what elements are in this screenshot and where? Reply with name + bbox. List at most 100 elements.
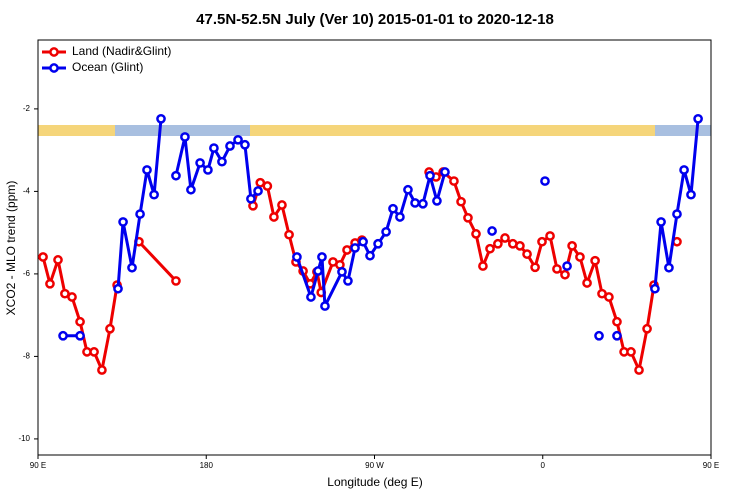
data-point [350,243,360,253]
legend-label: Ocean (Glint) [72,60,143,74]
chart-title: 47.5N-52.5N July (Ver 10) 2015-01-01 to … [196,11,554,28]
legend-label: Land (Nadir&Glint) [72,44,171,58]
series-line [43,172,677,370]
data-point [560,269,570,280]
y-tick-label: -6 [23,269,31,278]
data-point [515,240,525,251]
data-point [337,266,347,277]
data-point [650,283,660,294]
data-point [209,143,219,153]
data-point [313,266,323,276]
data-point [97,365,107,375]
data-point [246,193,256,204]
x-axis-label: Longitude (deg E) [327,475,422,489]
data-point [195,158,205,168]
data-point [403,184,413,195]
data-point [590,255,600,266]
data-point [171,170,181,181]
data-point [449,176,459,186]
data-point [253,186,263,196]
data-point [53,255,63,265]
data-point [552,264,562,274]
data-point [284,229,294,240]
data-point [186,184,196,195]
data-point [463,212,473,223]
data-point [156,113,166,124]
series-line [63,118,700,338]
y-tick-label: -10 [18,434,30,443]
data-point [567,240,577,251]
legend-marker [49,63,59,73]
data-point [642,323,652,334]
data-point [634,365,644,375]
data-point [440,167,450,177]
data-point [269,212,279,222]
data-point [67,292,77,302]
data-point [38,252,48,262]
y-axis-label: XCO2 - MLO trend (ppm) [4,181,18,316]
data-point [545,231,555,241]
data-point [320,301,330,311]
data-point [456,196,466,207]
data-point [575,252,585,262]
data-point [604,292,614,302]
data-point [233,134,243,145]
data-point [582,278,592,288]
data-point [388,203,398,214]
data-point [626,347,636,357]
data-point [171,276,181,286]
data-point [693,113,703,124]
data-point [679,165,689,175]
data-point [75,316,85,327]
data-point [562,261,572,271]
data-point [656,217,666,227]
data-point [493,238,503,249]
data-point [203,165,213,175]
data-point [342,245,352,255]
data-point [432,196,442,206]
legend-marker [49,47,59,57]
data-point [277,200,287,210]
data-point [89,347,99,357]
x-tick-label: 0 [541,461,546,470]
data-point [113,283,123,294]
x-tick-label: 90 E [703,461,719,470]
data-point [540,176,550,186]
data-point [500,233,510,243]
data-point [58,330,68,341]
data-point [664,262,674,273]
data-point [217,156,227,167]
data-point [317,252,327,262]
data-point [365,250,375,261]
data-point [306,292,316,302]
data-point [149,189,159,200]
data-point [672,209,682,219]
data-point [373,238,383,249]
surface-strip [38,125,711,136]
data-point [358,236,368,247]
data-point [487,226,497,236]
data-point [530,262,540,273]
data-point [381,226,391,237]
data-point [75,330,85,341]
data-point [142,165,152,175]
y-tick-label: -4 [23,187,31,196]
data-point [180,132,190,142]
data-point [118,217,128,227]
data-point [225,141,235,151]
y-tick-label: -8 [23,352,31,361]
data-point [478,261,488,271]
data-point [292,252,302,262]
data-point [418,198,428,209]
data-point [522,249,532,259]
data-point [127,262,137,273]
data-point [686,189,696,200]
data-point [262,181,273,191]
data-point [485,243,495,254]
data-point [471,229,481,239]
data-point [135,209,145,219]
data-point [612,316,622,327]
data-point [594,330,604,341]
x-tick-label: 90 E [30,461,46,470]
